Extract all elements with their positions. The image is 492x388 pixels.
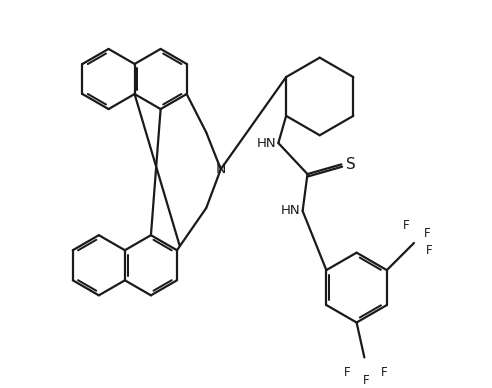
Text: F: F [363,374,369,387]
Text: F: F [403,219,409,232]
Text: F: F [380,366,387,379]
Text: N: N [215,162,226,176]
Text: HN: HN [281,204,301,217]
Text: F: F [424,227,431,240]
Text: HN: HN [257,137,277,149]
Text: F: F [343,366,350,379]
Text: S: S [346,157,356,172]
Text: F: F [426,244,433,257]
